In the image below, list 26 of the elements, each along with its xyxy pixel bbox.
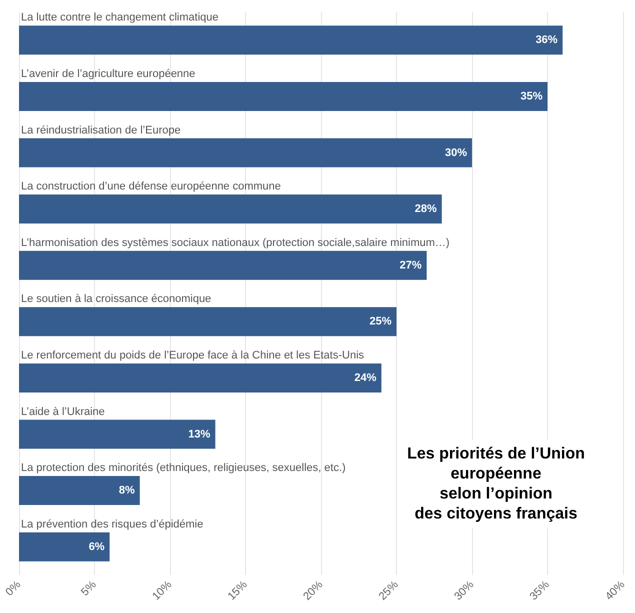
data-label: 13% bbox=[188, 428, 211, 440]
y-tick-label: La prévention des risques d’épidémie bbox=[21, 518, 204, 530]
y-tick-label: La réindustrialisation de l’Europe bbox=[21, 124, 181, 136]
x-tick-label: 35% bbox=[528, 578, 552, 603]
x-tick-label: 30% bbox=[452, 578, 476, 603]
y-tick-label: La construction d’une défense européenne commune bbox=[21, 180, 281, 193]
x-tick-label: 40% bbox=[603, 578, 628, 603]
data-label: 8% bbox=[118, 484, 136, 497]
data-label: 27% bbox=[400, 259, 422, 272]
text: Les priorités de l’Union européenne selon l’opinion des citoyens français bbox=[407, 446, 585, 522]
y-tick-label: La protection des minorités (ethniques, religieuses, sexuelles, etc.) bbox=[21, 462, 346, 474]
x-tick-label: 0% bbox=[4, 578, 24, 598]
x-tick-label: 5% bbox=[79, 578, 99, 598]
y-tick-label: Le renforcement du poids de l’Europe face à la Chine et les Etats-Unis bbox=[21, 349, 365, 362]
y-tick-label: L’harmonisation des systèmes sociaux nationaux (protection sociale,salaire minimum…) bbox=[21, 236, 450, 249]
y-tick-label: Le soutien à la croissance économique bbox=[21, 293, 212, 306]
data-label: 6% bbox=[88, 540, 105, 553]
y-tick-label: L’aide à l’Ukraine bbox=[21, 406, 105, 418]
data-label: 36% bbox=[536, 34, 558, 46]
y-tick-label: La lutte contre le changement climatique bbox=[21, 12, 219, 24]
data-label: 25% bbox=[369, 316, 392, 328]
data-label: 28% bbox=[414, 203, 438, 216]
y-tick-label: L’avenir de l’agriculture européenne bbox=[21, 68, 196, 80]
data-label: 35% bbox=[520, 90, 543, 102]
data-label: 30% bbox=[444, 146, 468, 159]
data-label: 24% bbox=[354, 372, 377, 384]
